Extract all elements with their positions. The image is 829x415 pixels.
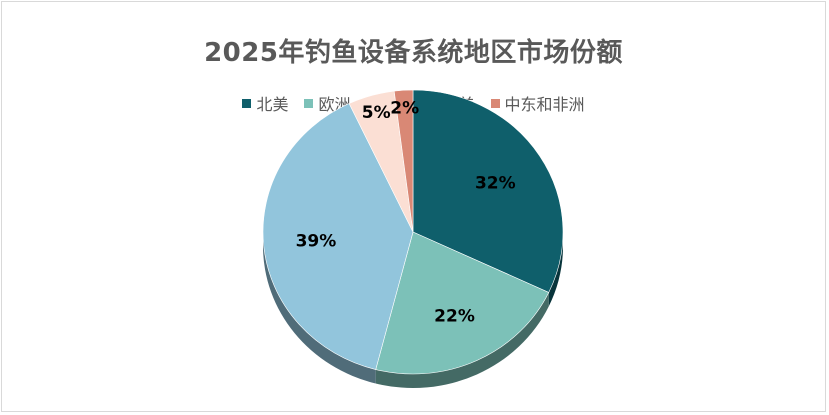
chart-title: 2025年钓鱼设备系统地区市场份额 — [204, 38, 623, 68]
pie-slice-middle-east-africa — [393, 89, 414, 233]
pie-side-north-america — [548, 232, 563, 307]
legend-swatch-north-america — [242, 98, 252, 108]
pie-side-asia-pacific — [263, 232, 376, 384]
legend-item-north-america: 北美 — [242, 91, 288, 115]
data-label-middle-east-africa: 2% — [390, 98, 419, 118]
data-label-europe: 22% — [434, 307, 475, 327]
pie-data-labels: 32% 22% 39% 5% 2% — [296, 98, 516, 326]
pie-side-walls — [263, 232, 563, 388]
legend-swatch-europe — [304, 98, 314, 108]
legend-item-middle-east-africa: 中东和非洲 — [490, 91, 585, 115]
pie-slice-north-america — [412, 89, 564, 293]
legend-label-middle-east-africa: 中东和非洲 — [504, 95, 585, 114]
pie-slices — [262, 89, 564, 375]
pie-slice-asia-pacific — [262, 103, 414, 370]
pie-slice-europe — [375, 231, 550, 375]
data-label-north-america: 32% — [475, 174, 516, 194]
data-label-latin-america: 5% — [362, 103, 391, 123]
data-label-asia-pacific: 39% — [296, 232, 337, 252]
legend-swatch-middle-east-africa — [490, 98, 500, 108]
legend-label-north-america: 北美 — [256, 95, 289, 114]
pie-side-europe — [375, 292, 549, 388]
